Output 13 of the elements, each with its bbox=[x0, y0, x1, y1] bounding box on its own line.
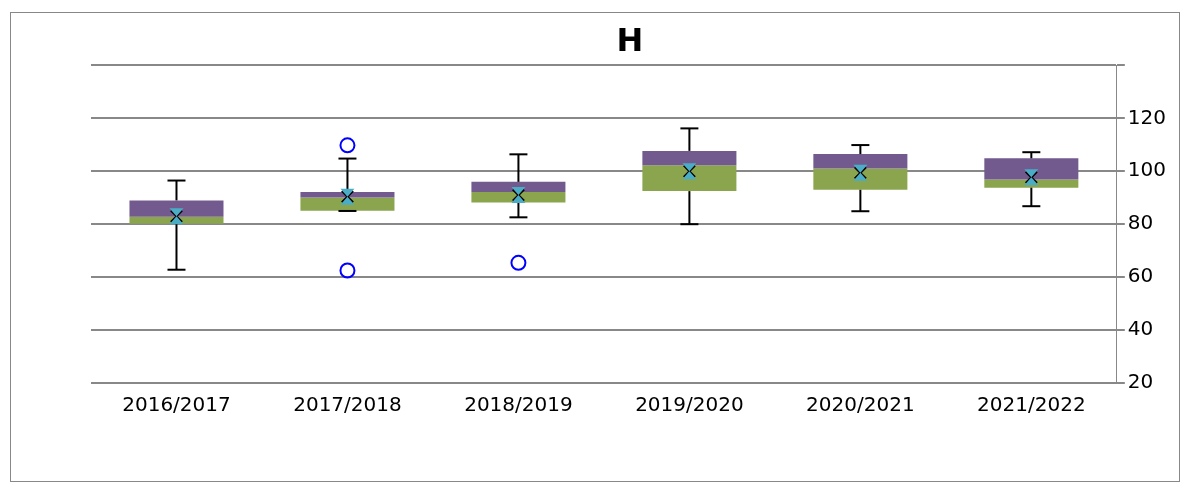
y-tick-label: 100 bbox=[1127, 157, 1167, 182]
x-tick-label: 2018/2019 bbox=[464, 392, 573, 417]
y-tick-label: 120 bbox=[1127, 104, 1167, 129]
chart-title: H bbox=[616, 20, 644, 59]
x-tick-label: 2017/2018 bbox=[293, 392, 402, 417]
x-tick-label: 2016/2017 bbox=[122, 392, 231, 417]
x-tick-label: 2019/2020 bbox=[635, 392, 744, 417]
x-tick-label: 2020/2021 bbox=[806, 392, 915, 417]
x-tick-label: 2021/2022 bbox=[977, 392, 1086, 417]
y-tick-label: 80 bbox=[1127, 210, 1154, 235]
y-tick-label: 20 bbox=[1127, 369, 1154, 394]
y-tick-label: 40 bbox=[1127, 316, 1154, 341]
y-tick-label: 60 bbox=[1127, 263, 1154, 288]
